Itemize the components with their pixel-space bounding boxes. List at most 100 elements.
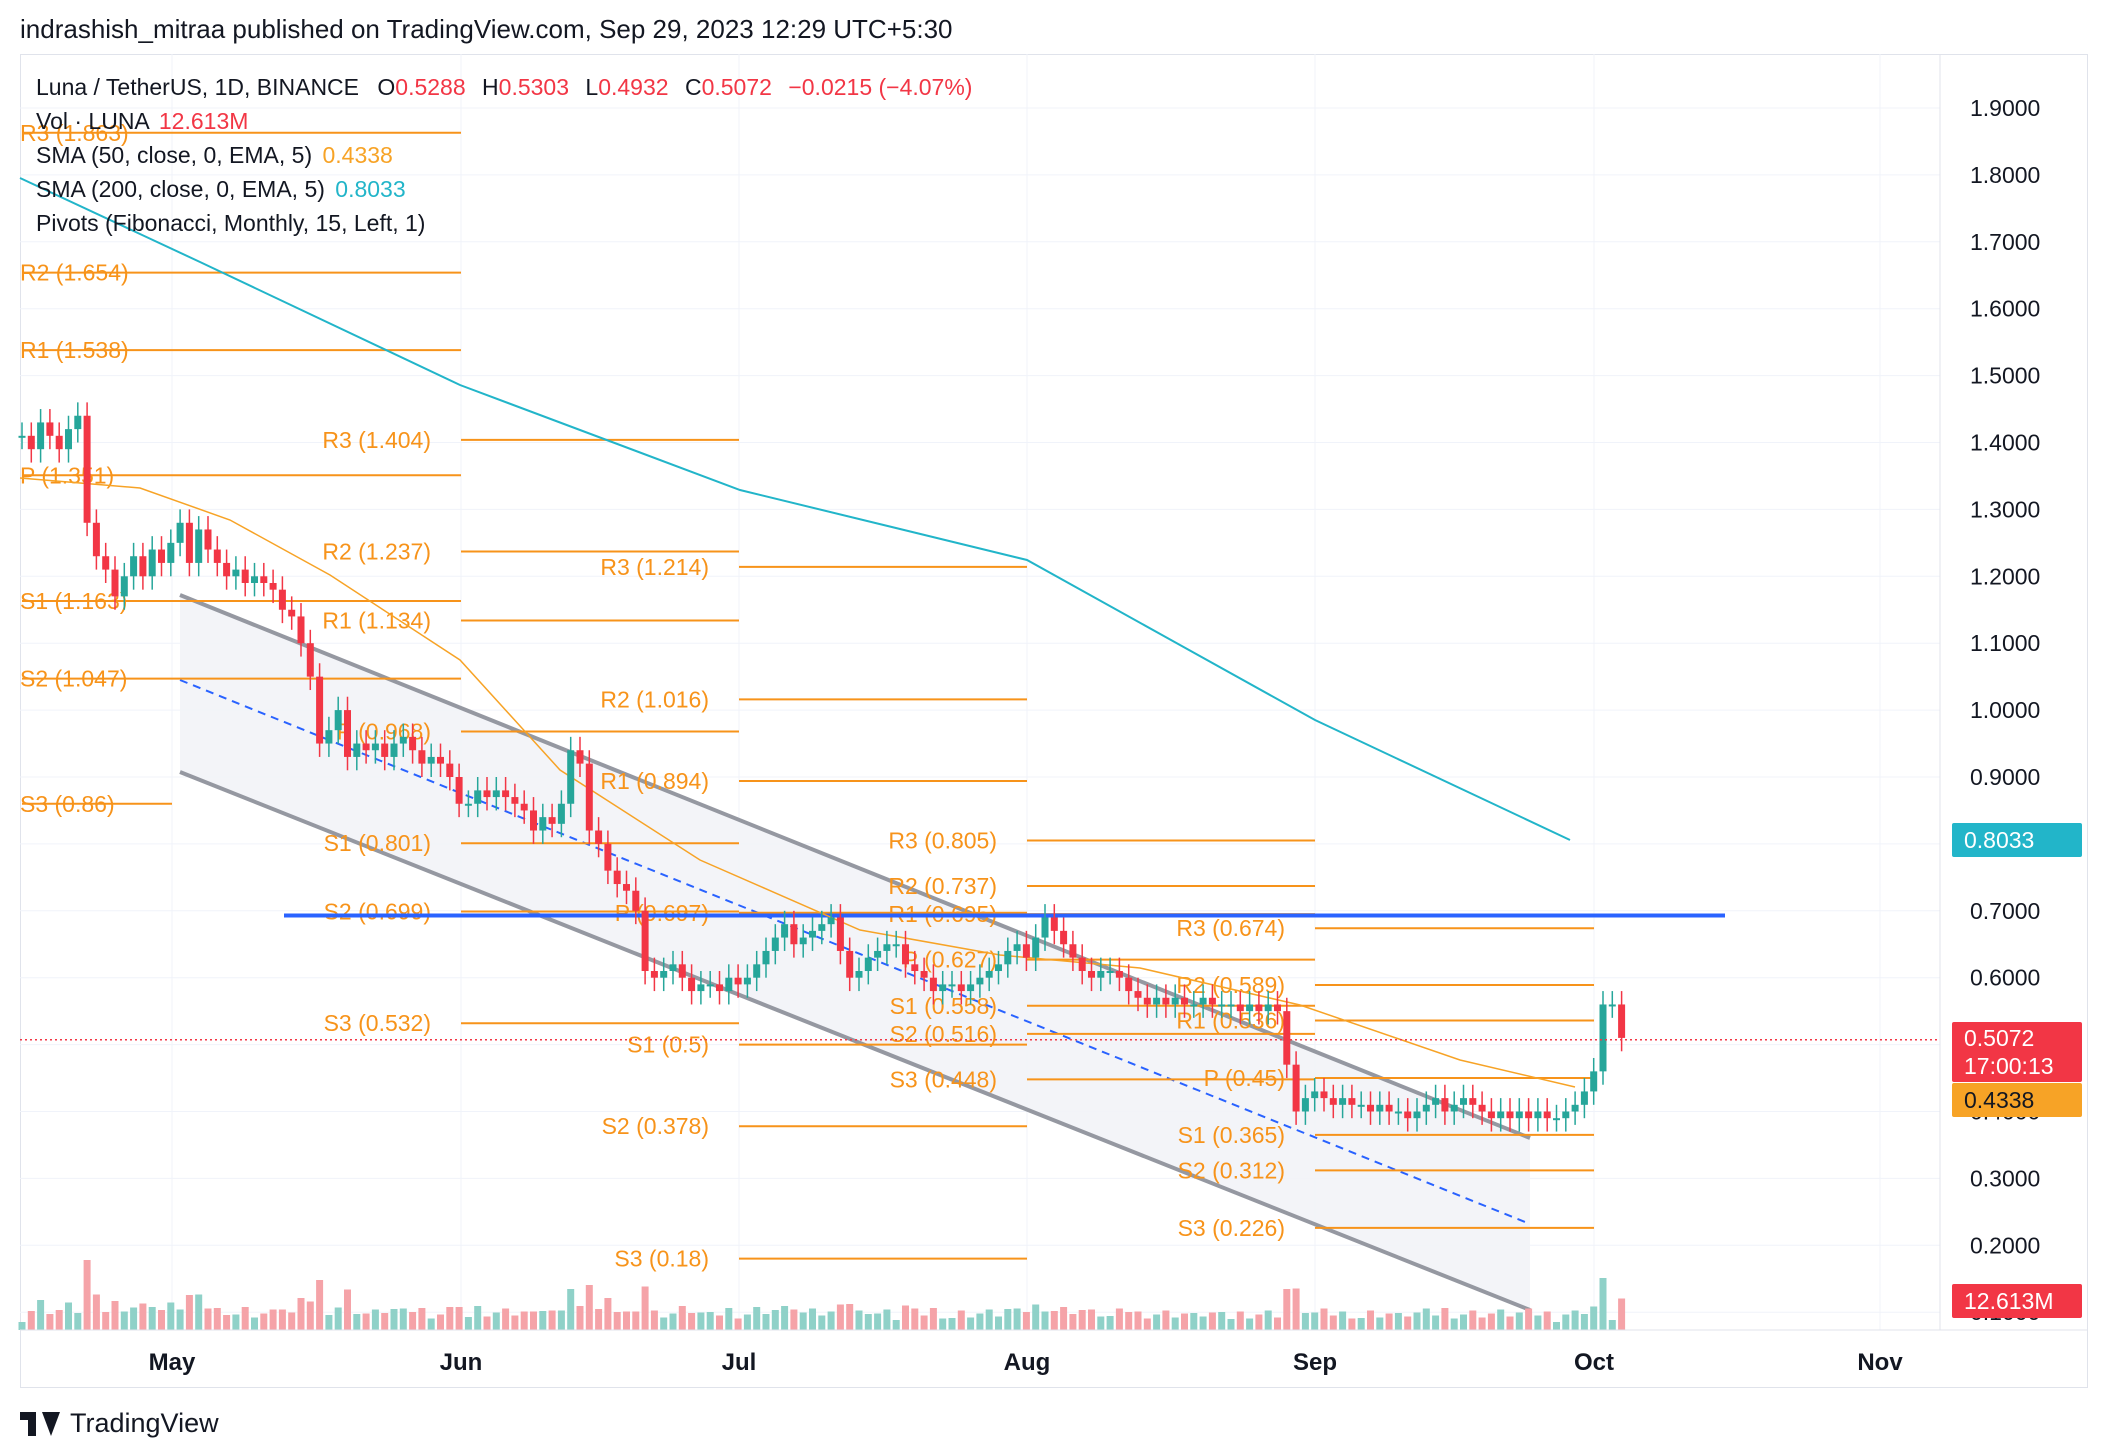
candle-body (176, 522, 184, 543)
candle-body (557, 803, 565, 824)
publish-line: indrashish_mitraa published on TradingVi… (20, 14, 953, 44)
volume-bar (762, 1314, 770, 1330)
volume-bar (46, 1314, 54, 1330)
candle-body (399, 736, 407, 744)
candle-body (1088, 971, 1095, 978)
candle-body (818, 924, 826, 931)
y-tick-label: 1.9000 (1970, 95, 2040, 121)
candle-body (1171, 997, 1179, 1005)
volume-bar (325, 1315, 333, 1330)
volume-bar (948, 1318, 956, 1330)
volume-bar (1608, 1320, 1616, 1330)
candle-body (74, 415, 82, 430)
volume-bar (344, 1289, 351, 1330)
volume-bar (771, 1310, 779, 1330)
volume-bar (902, 1305, 909, 1330)
candle-body (1227, 1004, 1235, 1007)
candle-body (120, 576, 128, 597)
pivot-label: S2 (1.047) (20, 666, 127, 692)
volume-bar (83, 1260, 91, 1330)
candle-body (957, 984, 965, 992)
candle-body (1218, 1004, 1226, 1007)
volume-bar (511, 1315, 519, 1330)
volume-bar (185, 1295, 193, 1330)
candle-body (306, 643, 314, 677)
legend-symbol-row: Luna / TetherUS, 1D, BINANCE O0.5288 H0.… (36, 70, 972, 104)
volume-bar (688, 1313, 696, 1330)
candle-body (185, 522, 193, 563)
volume-bar (1478, 1317, 1486, 1330)
volume-bar (1329, 1315, 1337, 1330)
sma200-line (19, 177, 1571, 841)
volume-bar (1022, 1312, 1030, 1330)
candle-body (502, 790, 510, 798)
sma200-value: 0.8033 (335, 176, 406, 202)
pivot-label: S3 (0.86) (20, 791, 115, 817)
volume-bar (753, 1307, 761, 1330)
volume-badge: 12.613M (1952, 1284, 2082, 1318)
candle-body (390, 743, 398, 757)
footer[interactable]: TradingView (20, 1408, 219, 1439)
candle-body (474, 790, 482, 804)
volume-bars (18, 1260, 1626, 1330)
volume-bar (437, 1314, 444, 1330)
volume-bar (390, 1309, 398, 1330)
volume-bar (911, 1308, 919, 1330)
candle-body (27, 435, 35, 450)
candle-body (902, 944, 909, 965)
open-label: O (377, 74, 396, 100)
volume-bar (278, 1309, 286, 1330)
volume-bar (1469, 1310, 1477, 1330)
candle-body (1422, 1104, 1430, 1112)
y-tick-label: 0.9000 (1970, 764, 2040, 790)
candle-body (46, 422, 54, 436)
volume-bar (1153, 1314, 1161, 1330)
volume-bar (195, 1294, 203, 1330)
volume-bar (1199, 1316, 1207, 1330)
candlesticks (18, 402, 1626, 1132)
candle-body (1543, 1111, 1551, 1119)
candle-body (771, 937, 779, 951)
candle-body (65, 429, 72, 450)
candle-body (743, 977, 751, 985)
candle-body (483, 790, 491, 798)
volume-bar (1553, 1322, 1560, 1330)
candle-body (1348, 1098, 1356, 1105)
volume-bar (1171, 1317, 1179, 1330)
candle-body (883, 944, 891, 951)
open-value: 0.5288 (395, 74, 466, 100)
volume-bar (827, 1311, 835, 1330)
candle-body (455, 777, 463, 804)
candle-body (697, 984, 705, 992)
channel-fill (180, 595, 1530, 1310)
candle-body (985, 971, 993, 978)
candle-body (362, 743, 370, 751)
candle-body (1357, 1104, 1365, 1107)
pivot-label: P (0.697) (615, 900, 709, 926)
volume-bar (539, 1311, 547, 1330)
pivot-label: R3 (0.674) (1176, 915, 1285, 941)
candle-body (1078, 957, 1086, 972)
volume-bar (353, 1314, 361, 1330)
pivot-label: R2 (1.237) (322, 539, 431, 565)
volume-bar (1422, 1308, 1430, 1330)
volume-bar (260, 1313, 268, 1330)
symbol-label: Luna / TetherUS, 1D, BINANCE (36, 74, 359, 100)
candle-body (595, 830, 603, 844)
volume-bar (130, 1307, 138, 1330)
pivots-label: Pivots (Fibonacci, Monthly, 15, Left, 1) (36, 210, 426, 236)
candle-body (1367, 1104, 1374, 1112)
candle-body (1487, 1111, 1495, 1119)
volume-bar (846, 1304, 854, 1330)
candle-body (939, 984, 947, 992)
candle-body (864, 957, 872, 972)
volume-bar (678, 1306, 686, 1330)
volume-bar (836, 1304, 844, 1330)
volume-bar (158, 1310, 165, 1330)
candle-body (1618, 1004, 1626, 1038)
candle-body (1274, 1004, 1281, 1012)
volume-bar (1246, 1318, 1254, 1330)
volume-bar (1441, 1308, 1449, 1330)
volume-bar (530, 1311, 537, 1330)
